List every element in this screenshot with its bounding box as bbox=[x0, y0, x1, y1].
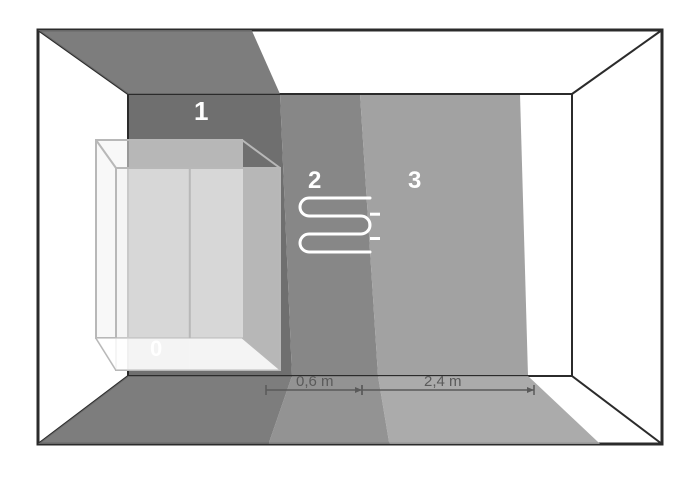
zone-1-ceiling bbox=[38, 30, 280, 94]
diagram-svg: 1 2 3 0 0,6 m 2,4 m bbox=[0, 0, 700, 502]
dimension-2-4m-label: 2,4 m bbox=[424, 373, 462, 390]
zone-0-label: 0 bbox=[150, 336, 162, 361]
zone-1-floor bbox=[38, 376, 292, 444]
dimension-0-6m-label: 0,6 m bbox=[296, 373, 334, 390]
zone-3-floor bbox=[378, 376, 600, 444]
perspective-line-tr bbox=[572, 30, 662, 94]
diagram-stage: 1 2 3 0 0,6 m 2,4 m bbox=[0, 0, 700, 502]
zone-1-label: 1 bbox=[194, 96, 208, 126]
zone-3-fill bbox=[360, 94, 528, 376]
zone-3-label: 3 bbox=[408, 167, 421, 194]
shower-enclosure bbox=[96, 140, 280, 370]
zone-2-label: 2 bbox=[308, 167, 321, 194]
